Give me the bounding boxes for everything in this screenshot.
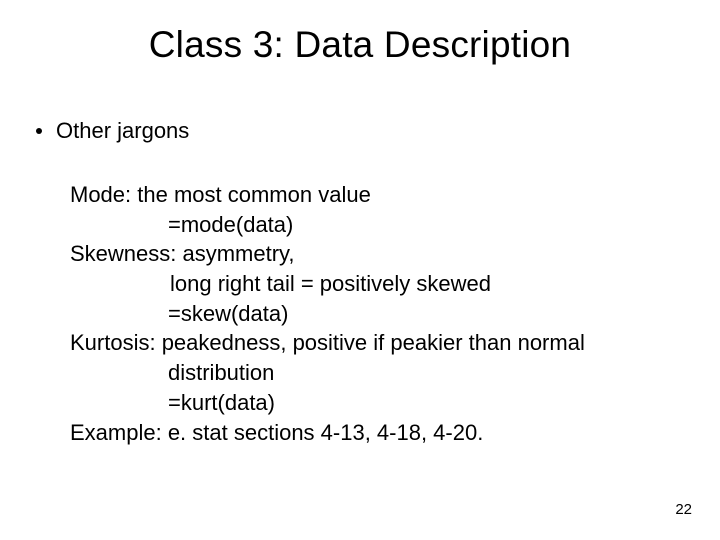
line-example: Example: e. stat sections 4-13, 4-18, 4-… bbox=[70, 418, 660, 448]
line-kurtosis-dist: distribution bbox=[70, 358, 660, 388]
body-text: Mode: the most common value =mode(data) … bbox=[70, 180, 660, 447]
bullet-item: Other jargons bbox=[36, 118, 189, 144]
slide-title: Class 3: Data Description bbox=[0, 24, 720, 66]
slide: Class 3: Data Description Other jargons … bbox=[0, 0, 720, 540]
page-number: 22 bbox=[675, 501, 692, 518]
line-skewness-desc: long right tail = positively skewed bbox=[70, 269, 660, 299]
bullet-dot-icon bbox=[36, 128, 42, 134]
line-mode: Mode: the most common value bbox=[70, 180, 660, 210]
line-skewness: Skewness: asymmetry, bbox=[70, 239, 660, 269]
line-skew-formula: =skew(data) bbox=[70, 299, 660, 329]
bullet-text: Other jargons bbox=[56, 118, 189, 144]
line-kurtosis: Kurtosis: peakedness, positive if peakie… bbox=[70, 328, 660, 358]
line-kurt-formula: =kurt(data) bbox=[70, 388, 660, 418]
line-mode-formula: =mode(data) bbox=[70, 210, 660, 240]
